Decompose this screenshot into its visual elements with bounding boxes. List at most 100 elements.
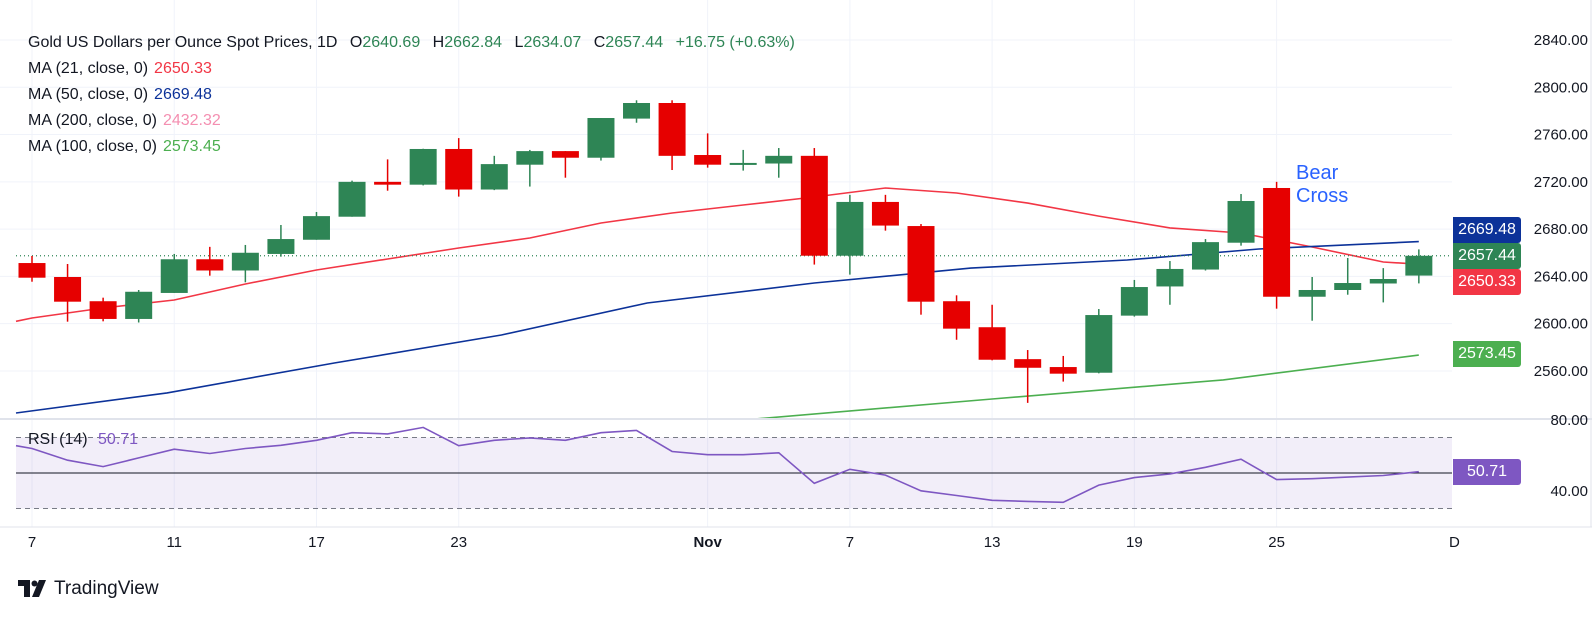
candle-body bbox=[907, 226, 935, 302]
price-tag-rsi: 50.71 bbox=[1453, 459, 1521, 485]
candle-body bbox=[1156, 268, 1184, 287]
symbol-title: Gold US Dollars per Ounce Spot Prices, 1… bbox=[28, 34, 338, 51]
indicator-label: MA (100, close, 0) bbox=[28, 138, 157, 155]
price-axis-label: 2800.00 bbox=[1534, 79, 1588, 96]
time-axis-label: 19 bbox=[1126, 534, 1143, 551]
bear-cross-annotation: Bear Cross bbox=[1296, 162, 1348, 208]
price-axis-label: 2680.00 bbox=[1534, 221, 1588, 238]
candles bbox=[18, 100, 1433, 403]
high-value: 2662.84 bbox=[444, 34, 503, 51]
candle-body bbox=[551, 151, 579, 158]
ma-line-ma21 bbox=[15, 187, 1419, 323]
time-axis-label: 11 bbox=[166, 534, 182, 551]
rsi-series bbox=[15, 426, 1419, 504]
candle-body bbox=[943, 301, 971, 329]
rsi-axis-label: 40.00 bbox=[1550, 483, 1588, 500]
price-tag-ma50: 2669.48 bbox=[1453, 217, 1521, 243]
rsi-value: 50.71 bbox=[98, 431, 139, 448]
candle-body bbox=[18, 263, 46, 278]
candle-body bbox=[1405, 255, 1433, 276]
close-label: C bbox=[593, 34, 606, 51]
candle-body bbox=[694, 155, 722, 165]
price-axis-label: 2640.00 bbox=[1534, 268, 1588, 285]
indicator-value: 2650.33 bbox=[154, 60, 212, 77]
symbol-row: Gold US Dollars per Ounce Spot Prices, 1… bbox=[28, 30, 795, 56]
tradingview-logo-icon bbox=[18, 580, 46, 597]
axes: 2840.00 2800.00 2760.00 2720.00 2680.00 2640.… bbox=[28, 32, 1588, 551]
candle-body bbox=[871, 201, 899, 226]
candle-body bbox=[89, 301, 117, 319]
candle-body bbox=[231, 252, 259, 271]
candle-body bbox=[765, 155, 793, 164]
time-axis-label: 13 bbox=[984, 534, 1001, 551]
candle-body bbox=[160, 259, 188, 293]
price-axis-label: 2600.00 bbox=[1534, 316, 1588, 333]
candle-body bbox=[445, 148, 473, 190]
indicator-ma100[interactable]: MA (100, close, 0) 2573.45 bbox=[28, 134, 795, 160]
open-value: 2640.69 bbox=[362, 34, 421, 51]
candle-body bbox=[1298, 289, 1326, 297]
candle-body bbox=[587, 118, 615, 158]
price-tag-ma100: 2573.45 bbox=[1453, 341, 1521, 367]
candle-body bbox=[267, 239, 295, 254]
candle-body bbox=[1085, 315, 1113, 373]
candle-body bbox=[1049, 367, 1077, 374]
indicator-value: 2573.45 bbox=[162, 138, 221, 155]
annotation-line: Cross bbox=[1296, 185, 1349, 207]
time-axis-label: 25 bbox=[1268, 534, 1285, 551]
annotation-line: Bear bbox=[1296, 162, 1339, 184]
time-axis-label: D bbox=[1449, 534, 1460, 551]
indicator-value: 2432.32 bbox=[162, 112, 221, 129]
candle-body bbox=[800, 155, 828, 256]
candle-body bbox=[480, 164, 508, 190]
candle-body bbox=[54, 276, 82, 302]
candle-body bbox=[409, 148, 437, 185]
rsi-label: RSI (14) bbox=[28, 431, 88, 448]
indicator-ma200[interactable]: MA (200, close, 0) 2432.32 bbox=[28, 108, 795, 134]
indicator-label: MA (200, close, 0) bbox=[28, 112, 157, 129]
time-axis-label: 17 bbox=[308, 534, 325, 551]
candle-body bbox=[1263, 187, 1291, 297]
candle-body bbox=[125, 291, 153, 319]
price-axis-label: 2840.00 bbox=[1534, 32, 1588, 49]
low-value: 2634.07 bbox=[523, 34, 582, 51]
time-axis-label: 7 bbox=[846, 534, 854, 551]
rsi-line bbox=[15, 426, 1419, 504]
candle-body bbox=[1191, 242, 1219, 270]
tradingview-logo[interactable]: TradingView bbox=[18, 578, 159, 600]
open-label: O bbox=[349, 34, 363, 51]
candle-body bbox=[1369, 279, 1397, 284]
indicator-value: 2669.48 bbox=[154, 86, 212, 103]
change-value: +16.75 (+0.63%) bbox=[675, 34, 795, 51]
time-axis-label: 23 bbox=[450, 534, 467, 551]
candle-body bbox=[196, 259, 224, 271]
price-tag-ma21: 2650.33 bbox=[1453, 269, 1521, 295]
candle-body bbox=[374, 181, 402, 185]
ma-line-ma100 bbox=[757, 354, 1419, 418]
indicator-label: MA (21, close, 0) bbox=[28, 60, 149, 77]
candle-body bbox=[338, 181, 366, 217]
rsi-axis-label: 80.00 bbox=[1550, 412, 1588, 429]
low-label: L bbox=[514, 34, 524, 51]
indicator-ma21[interactable]: MA (21, close, 0) 2650.33 bbox=[28, 56, 795, 82]
candle-body bbox=[978, 327, 1006, 360]
candle-body bbox=[1334, 283, 1362, 290]
price-axis-label: 2720.00 bbox=[1534, 174, 1588, 191]
time-axis-label: 7 bbox=[28, 534, 36, 551]
price-axis-label: 2760.00 bbox=[1534, 127, 1588, 144]
indicator-ma50[interactable]: MA (50, close, 0) 2669.48 bbox=[28, 82, 795, 108]
indicator-label: MA (50, close, 0) bbox=[28, 86, 149, 103]
rsi-pane bbox=[16, 437, 1452, 509]
time-axis-label: Nov bbox=[693, 534, 722, 551]
rsi-legend[interactable]: RSI (14) 50.71 bbox=[28, 431, 138, 449]
candle-body bbox=[658, 103, 686, 156]
chart-legend: Gold US Dollars per Ounce Spot Prices, 1… bbox=[28, 30, 795, 160]
candle-body bbox=[1014, 359, 1042, 368]
brand-name: TradingView bbox=[54, 578, 159, 599]
candle-body bbox=[836, 201, 864, 256]
close-value: 2657.44 bbox=[605, 34, 664, 51]
high-label: H bbox=[432, 34, 445, 51]
candle-body bbox=[1120, 287, 1148, 316]
candle-body bbox=[516, 151, 544, 165]
